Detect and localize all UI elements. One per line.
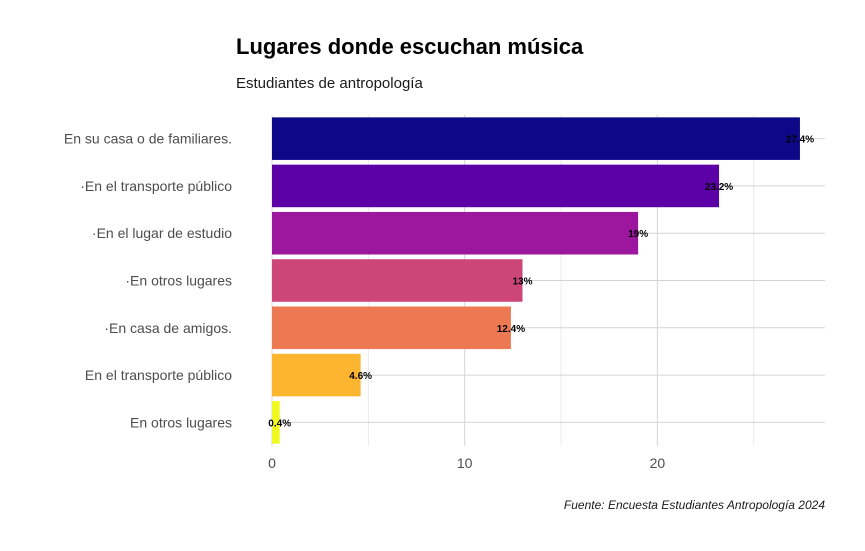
x-tick-label: 0 xyxy=(268,455,276,471)
category-labels: En su casa o de familiares. ·En el transp… xyxy=(64,131,232,431)
category-label: En su casa o de familiares. xyxy=(64,131,232,147)
x-tick-labels: 0 10 20 xyxy=(268,455,665,471)
bar xyxy=(272,401,280,444)
bar xyxy=(272,259,523,302)
data-label: 12.4% xyxy=(497,324,525,335)
data-label: 4.6% xyxy=(349,371,372,382)
data-label: 13% xyxy=(512,277,532,288)
data-labels: 27.4% 23.2% 19% 13% 12.4% 4.6% 0.4% xyxy=(268,135,814,430)
category-label: ·En el transporte público xyxy=(80,178,232,194)
chart-subtitle: Estudiantes de antropología xyxy=(236,75,423,92)
bars xyxy=(272,117,800,444)
data-label: 0.4% xyxy=(268,418,291,429)
category-label: ·En casa de amigos. xyxy=(104,320,232,336)
bar xyxy=(272,164,720,208)
data-label: 27.4% xyxy=(786,135,814,146)
chart-caption: Fuente: Encuesta Estudiantes Antropologí… xyxy=(563,498,825,512)
bar xyxy=(272,117,800,160)
category-label: En el transporte público xyxy=(85,367,232,383)
bar xyxy=(272,306,511,350)
bar xyxy=(272,211,639,255)
bar xyxy=(272,353,361,397)
chart-title: Lugares donde escuchan música xyxy=(236,34,584,59)
category-label: ·En otros lugares xyxy=(125,273,232,289)
category-label: ·En el lugar de estudio xyxy=(92,225,232,241)
data-label: 23.2% xyxy=(705,182,733,193)
data-label: 19% xyxy=(628,229,648,240)
x-tick-label: 20 xyxy=(650,455,666,471)
x-tick-label: 10 xyxy=(457,455,473,471)
category-label: En otros lugares xyxy=(130,414,232,430)
